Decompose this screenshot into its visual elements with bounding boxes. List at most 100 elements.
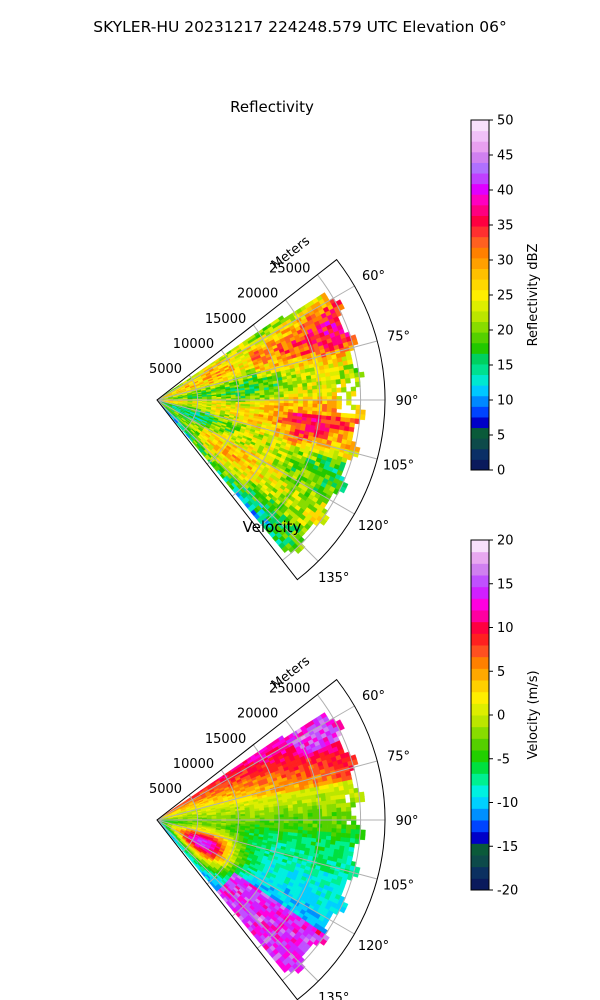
radial-tick-label: 20000 — [237, 707, 278, 722]
colorbar-segment — [471, 310, 489, 323]
colorbar-segment — [471, 321, 489, 333]
colorbar-segment — [471, 796, 489, 809]
colorbar-segment — [471, 120, 489, 132]
angle-tick-label: 120° — [358, 519, 389, 534]
azimuth-spoke — [156, 819, 319, 982]
colorbar-segment — [471, 459, 489, 471]
colorbar-segment — [471, 385, 489, 397]
colorbar-tick-label: 25 — [497, 289, 514, 304]
colorbar-segment — [471, 363, 489, 376]
colorbar-tick-label: 10 — [497, 394, 514, 409]
reflectivity-sector: 500010000150002000025000Meters60°75°90°1… — [149, 234, 419, 586]
range-ring — [282, 274, 362, 561]
colorbar-tick-label: 0 — [497, 709, 505, 724]
colorbar-segment — [471, 332, 489, 344]
velocity-sector: 500010000150002000025000Meters60°75°90°1… — [149, 654, 419, 1000]
colorbar-segment — [471, 808, 489, 821]
colorbar-tick-label: 15 — [497, 359, 514, 374]
azimuth-spoke — [156, 285, 355, 401]
colorbar-segment — [471, 141, 489, 153]
colorbar-segment — [471, 773, 489, 786]
colorbar-tick-label: 20 — [497, 534, 514, 549]
azimuth-spoke — [156, 399, 378, 460]
velocity-colorbar: -20 -15 -10 -5 0 5 10 15 20 Velocity (m/s) — [470, 534, 541, 899]
radial-tick-label: 10000 — [173, 337, 214, 352]
colorbar-segment — [471, 183, 489, 195]
colorbar-segment — [471, 878, 489, 891]
azimuth-spoke — [156, 819, 378, 880]
range-ring — [231, 744, 280, 917]
colorbar-segment — [471, 656, 489, 669]
colorbar-segment — [471, 300, 489, 312]
azimuth-spoke — [156, 705, 355, 821]
colorbar-segment — [471, 416, 489, 429]
colorbar-tick-label: 40 — [497, 184, 514, 199]
colorbar-tick-label: 5 — [497, 665, 505, 680]
colorbar-tick-label: 0 — [497, 464, 505, 479]
angle-tick-label: 90° — [395, 394, 418, 409]
angle-tick-label: 75° — [387, 749, 410, 764]
colorbar-tick-label: -20 — [497, 884, 518, 899]
colorbar-segment — [471, 726, 489, 739]
colorbar-segment — [471, 645, 489, 658]
colorbar-segment — [471, 610, 489, 623]
colorbar-segment — [471, 820, 489, 833]
angle-tick-label: 120° — [358, 939, 389, 954]
colorbar-tick-label: 15 — [497, 577, 514, 592]
colorbar-segment — [471, 621, 489, 634]
colorbar-segment — [471, 563, 489, 576]
angle-tick-label: 105° — [383, 459, 414, 474]
colorbar-segment — [471, 586, 489, 599]
colorbar-segment — [471, 374, 489, 386]
angle-tick-label: 90° — [395, 814, 418, 829]
colorbar-tick-label: -10 — [497, 796, 518, 811]
angle-tick-label: 60° — [362, 689, 385, 704]
colorbar-segment — [471, 215, 489, 227]
azimuth-spoke — [156, 340, 378, 401]
colorbar-segment — [471, 843, 489, 856]
range-ring — [282, 694, 362, 981]
colorbar-segment — [471, 279, 489, 291]
colorbar-tick-label: 30 — [497, 254, 514, 269]
radial-tick-label: 5000 — [149, 782, 182, 797]
radial-tick-label: 15000 — [205, 732, 246, 747]
colorbar-tick-label: 45 — [497, 149, 514, 164]
azimuth-spoke — [156, 819, 355, 935]
colorbar-tick-label: -15 — [497, 840, 518, 855]
colorbar-segment — [471, 855, 489, 868]
colorbar-segment — [471, 406, 489, 418]
colorbar-segment — [471, 575, 489, 588]
azimuth-spoke — [156, 760, 378, 821]
colorbar-tick-label: 10 — [497, 621, 514, 636]
reflectivity-panel: Reflectivity 500010000150002000025000Met… — [149, 98, 541, 586]
angle-tick-label: 135° — [318, 571, 349, 586]
colorbar-segment — [471, 395, 489, 407]
velocity-panel: Velocity 500010000150002000025000Meters6… — [149, 518, 541, 1000]
colorbar-segment — [471, 668, 489, 681]
azimuth-spoke — [156, 399, 319, 562]
angle-tick-label: 60° — [362, 269, 385, 284]
colorbar-segment — [471, 427, 489, 439]
colorbar-segment — [471, 289, 489, 301]
colorbar-segment — [471, 448, 489, 460]
colorbar-segment — [471, 257, 489, 269]
colorbar-tick-label: -5 — [497, 752, 510, 767]
colorbar-segment — [471, 268, 489, 280]
range-ring — [256, 299, 321, 529]
colorbar-segment — [471, 703, 489, 716]
colorbar-segment — [471, 247, 489, 259]
panel-title: Reflectivity — [230, 98, 314, 116]
colorbar-segment — [471, 162, 489, 174]
reflectivity-colorbar: 0 5 10 15 20 25 30 35 40 45 50 Reflectivity dBZ — [470, 114, 541, 479]
colorbar-segment — [471, 236, 489, 248]
colorbar-segment — [471, 342, 489, 354]
colorbar-tick-label: 50 — [497, 114, 514, 129]
range-ring — [256, 719, 321, 949]
range-ring — [181, 374, 199, 433]
azimuth-spoke — [156, 399, 355, 515]
colorbar-segment — [471, 540, 489, 553]
colorbar-segment — [471, 866, 489, 879]
colorbar-segment — [471, 761, 489, 774]
radial-tick-label: 10000 — [173, 757, 214, 772]
polar-grid — [156, 274, 385, 562]
